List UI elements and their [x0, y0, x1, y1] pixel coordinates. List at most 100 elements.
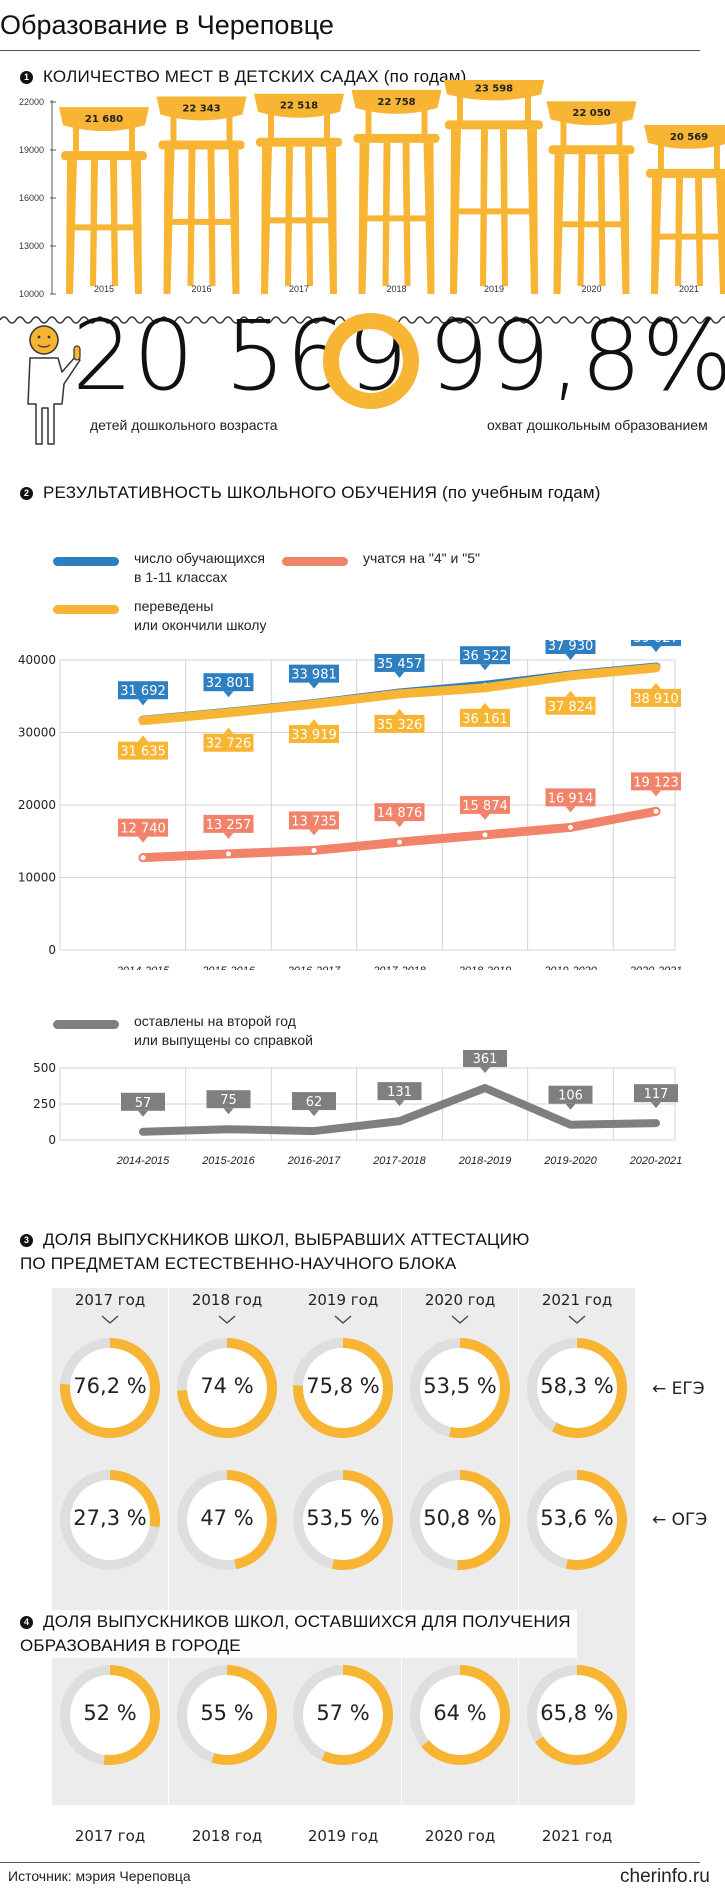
data-label: 14 876: [377, 806, 423, 821]
legend-students-line2: в 1-11 классах: [134, 569, 228, 585]
kindergarten-bar-chart: 22000 19000 16000 13000 10000 21 680 2015 22 34…: [19, 80, 725, 299]
x-tick-label: 2015: [94, 284, 114, 294]
section-4-title-line1: ДОЛЯ ВЫПУСКНИКОВ ШКОЛ, ОСТАВШИХСЯ ДЛЯ ПО…: [43, 1612, 571, 1631]
chair-post: [560, 121, 567, 148]
title-divider: [0, 50, 700, 51]
chair-post: [226, 116, 233, 143]
data-label-pointer: [394, 1100, 405, 1107]
donut-arc: [177, 1470, 277, 1570]
data-label-box: [203, 814, 254, 833]
donut-arc: [410, 1338, 510, 1438]
data-label-pointer: [309, 829, 319, 836]
y-tick-label: 40000: [18, 653, 56, 667]
chair-bar: [546, 101, 637, 294]
donut-track: [410, 1338, 510, 1438]
data-label-pointer: [223, 832, 234, 839]
data-label: 19 123: [633, 775, 679, 790]
section-3-title-line1: ДОЛЯ ВЫПУСКНИКОВ ШКОЛ, ВЫБРАВШИХ АТТЕСТА…: [43, 1230, 530, 1249]
data-label-pointer: [138, 699, 148, 706]
coverage-caption: охват дошкольным образованием: [487, 417, 708, 433]
chair-bar: [156, 96, 247, 294]
data-label-box: [374, 653, 425, 672]
section-number-3: 3: [20, 1234, 33, 1247]
stay-donut: [60, 1665, 160, 1765]
section-1-title: КОЛИЧЕСТВО МЕСТ В ДЕТСКИХ САДАХ (по года…: [43, 67, 467, 86]
y-tick-label: 500: [33, 1061, 56, 1075]
donut-arc: [527, 1338, 627, 1438]
section-3-heading: 3 ДОЛЯ ВЫПУСКНИКОВ ШКОЛ, ВЫБРАВШИХ АТТЕСТ…: [20, 1228, 530, 1276]
y-tick-label: 22000: [19, 97, 44, 107]
donut-value-label: 47 %: [200, 1506, 254, 1530]
bar-value-label: 22 518: [280, 101, 318, 112]
x-tick-label: 2019-2020: [543, 1155, 597, 1167]
x-tick-label: 2018: [386, 284, 406, 294]
ege-donut: [410, 1338, 510, 1438]
donut-arc: [527, 1470, 627, 1570]
chair-leg: [285, 146, 293, 286]
x-tick-label: 2017: [289, 284, 309, 294]
chair-post: [525, 96, 531, 123]
bar-value-label: 23 598: [475, 83, 513, 94]
donut-value-label: 76,2 %: [73, 1374, 147, 1398]
year-column-bg: [402, 1288, 518, 1805]
donut-arc: [177, 1338, 277, 1438]
stay-donut: [293, 1665, 393, 1765]
chair-stretcher: [361, 215, 432, 222]
y-tick-label: 30000: [18, 726, 56, 740]
donut-arc: [410, 1470, 510, 1570]
chair-leg: [187, 149, 196, 286]
data-label-box: [206, 1090, 251, 1109]
x-tick-label: 2017-2018: [372, 1155, 426, 1167]
data-label-box: [377, 1082, 422, 1101]
data-label-box: [463, 1050, 507, 1068]
donut-track: [527, 1665, 627, 1765]
chair-leg: [305, 146, 313, 286]
x-tick-label: 2016-2017: [287, 965, 341, 970]
ege-donut: [60, 1338, 160, 1438]
data-label-box: [118, 741, 168, 760]
legend-promoted-line2: или окончили школу: [134, 617, 267, 633]
legend-promoted: переведены или окончили школу: [134, 597, 266, 635]
chair-post: [457, 96, 463, 123]
data-label-box: [545, 640, 596, 655]
donut-track: [527, 1470, 627, 1570]
data-label: 33 981: [291, 668, 337, 683]
y-tick-label: 19000: [19, 145, 44, 155]
stay-donut: [410, 1665, 510, 1765]
data-label: 361: [473, 1052, 498, 1067]
data-label-pointer: [651, 1102, 661, 1109]
data-point: [224, 849, 233, 859]
donut-value-label: 55 %: [200, 1701, 254, 1725]
chair-stretcher: [166, 218, 237, 225]
donut-arc: [60, 1665, 160, 1765]
chevron-down-icon: [334, 1315, 352, 1324]
chair-bar: [351, 89, 442, 294]
chair-post: [714, 144, 720, 171]
data-point: [395, 837, 404, 847]
chair-post: [421, 109, 428, 136]
year-label-bottom: 2017 год: [74, 1827, 146, 1845]
donut-arc: [293, 1470, 393, 1570]
year-label-bottom: 2018 год: [191, 1827, 263, 1845]
chevron-down-icon: [218, 1315, 236, 1324]
year-label-bottom: 2019 год: [307, 1827, 379, 1845]
year-column-bg: [52, 1288, 168, 1805]
data-label-box: [631, 772, 681, 791]
data-label-box: [548, 1085, 593, 1104]
data-label: 38 910: [633, 692, 679, 707]
data-point: [309, 845, 319, 855]
row-label-oge: ← ОГЭ: [652, 1510, 708, 1530]
oge-donut: [60, 1470, 160, 1570]
data-label-box: [203, 673, 254, 692]
data-label: 31 692: [120, 684, 166, 699]
data-label: 37 824: [548, 700, 594, 715]
chair-post: [170, 116, 177, 143]
data-label-pointer: [651, 646, 661, 653]
row-label-ege: ← ЕГЭ: [652, 1379, 705, 1399]
footer-source: Источник: мэрия Череповца: [8, 1868, 191, 1884]
donut-arc: [410, 1665, 510, 1765]
bar-value-label: 21 680: [85, 114, 123, 125]
data-label-pointer: [565, 806, 576, 813]
year-label-bottom: 2020 год: [424, 1827, 496, 1845]
data-label: 15 874: [462, 799, 508, 814]
